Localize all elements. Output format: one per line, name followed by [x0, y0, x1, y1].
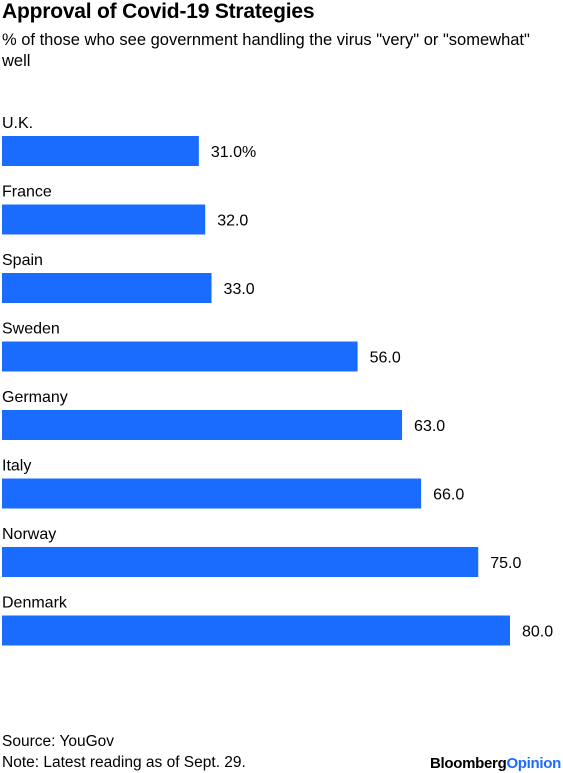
value-label-italy: 66.0 — [433, 487, 464, 504]
category-label-germany: Germany — [2, 389, 68, 406]
value-label-denmark: 80.0 — [522, 624, 553, 641]
value-label-france: 32.0 — [217, 213, 248, 230]
bar-denmark — [2, 615, 510, 646]
value-label-spain: 33.0 — [224, 281, 255, 298]
brand-logo: BloombergOpinion — [429, 755, 561, 772]
category-label-denmark: Denmark — [2, 595, 68, 612]
bar-italy — [2, 478, 422, 509]
bar-sweden — [2, 341, 358, 372]
chart-subtitle: % of those who see government handling t… — [2, 31, 530, 70]
bar-norway — [2, 547, 479, 577]
category-label-u-k: U.K. — [2, 115, 33, 132]
value-label-germany: 63.0 — [414, 418, 445, 435]
category-label-sweden: Sweden — [2, 321, 60, 338]
value-label-sweden: 56.0 — [370, 350, 401, 367]
category-label-norway: Norway — [2, 526, 56, 543]
category-label-italy: Italy — [2, 458, 31, 475]
source-note: Source: YouGov — [2, 733, 115, 750]
chart-title: Approval of Covid-19 Strategies — [2, 0, 315, 23]
value-label-norway: 75.0 — [490, 555, 521, 572]
bar-chart: U.K. 31.0% France 32.0 Spain 33.0 Sweden 56.0 Ge… — [2, 115, 553, 646]
footnote: Note: Latest reading as of Sept. 29. — [2, 754, 246, 771]
bar-germany — [2, 410, 403, 440]
category-label-spain: Spain — [2, 252, 43, 269]
bar-u-k — [2, 136, 199, 166]
category-label-france: France — [2, 184, 52, 201]
bar-france — [2, 204, 206, 235]
bar-spain — [2, 273, 212, 303]
value-label-u-k: 31.0% — [211, 144, 256, 161]
